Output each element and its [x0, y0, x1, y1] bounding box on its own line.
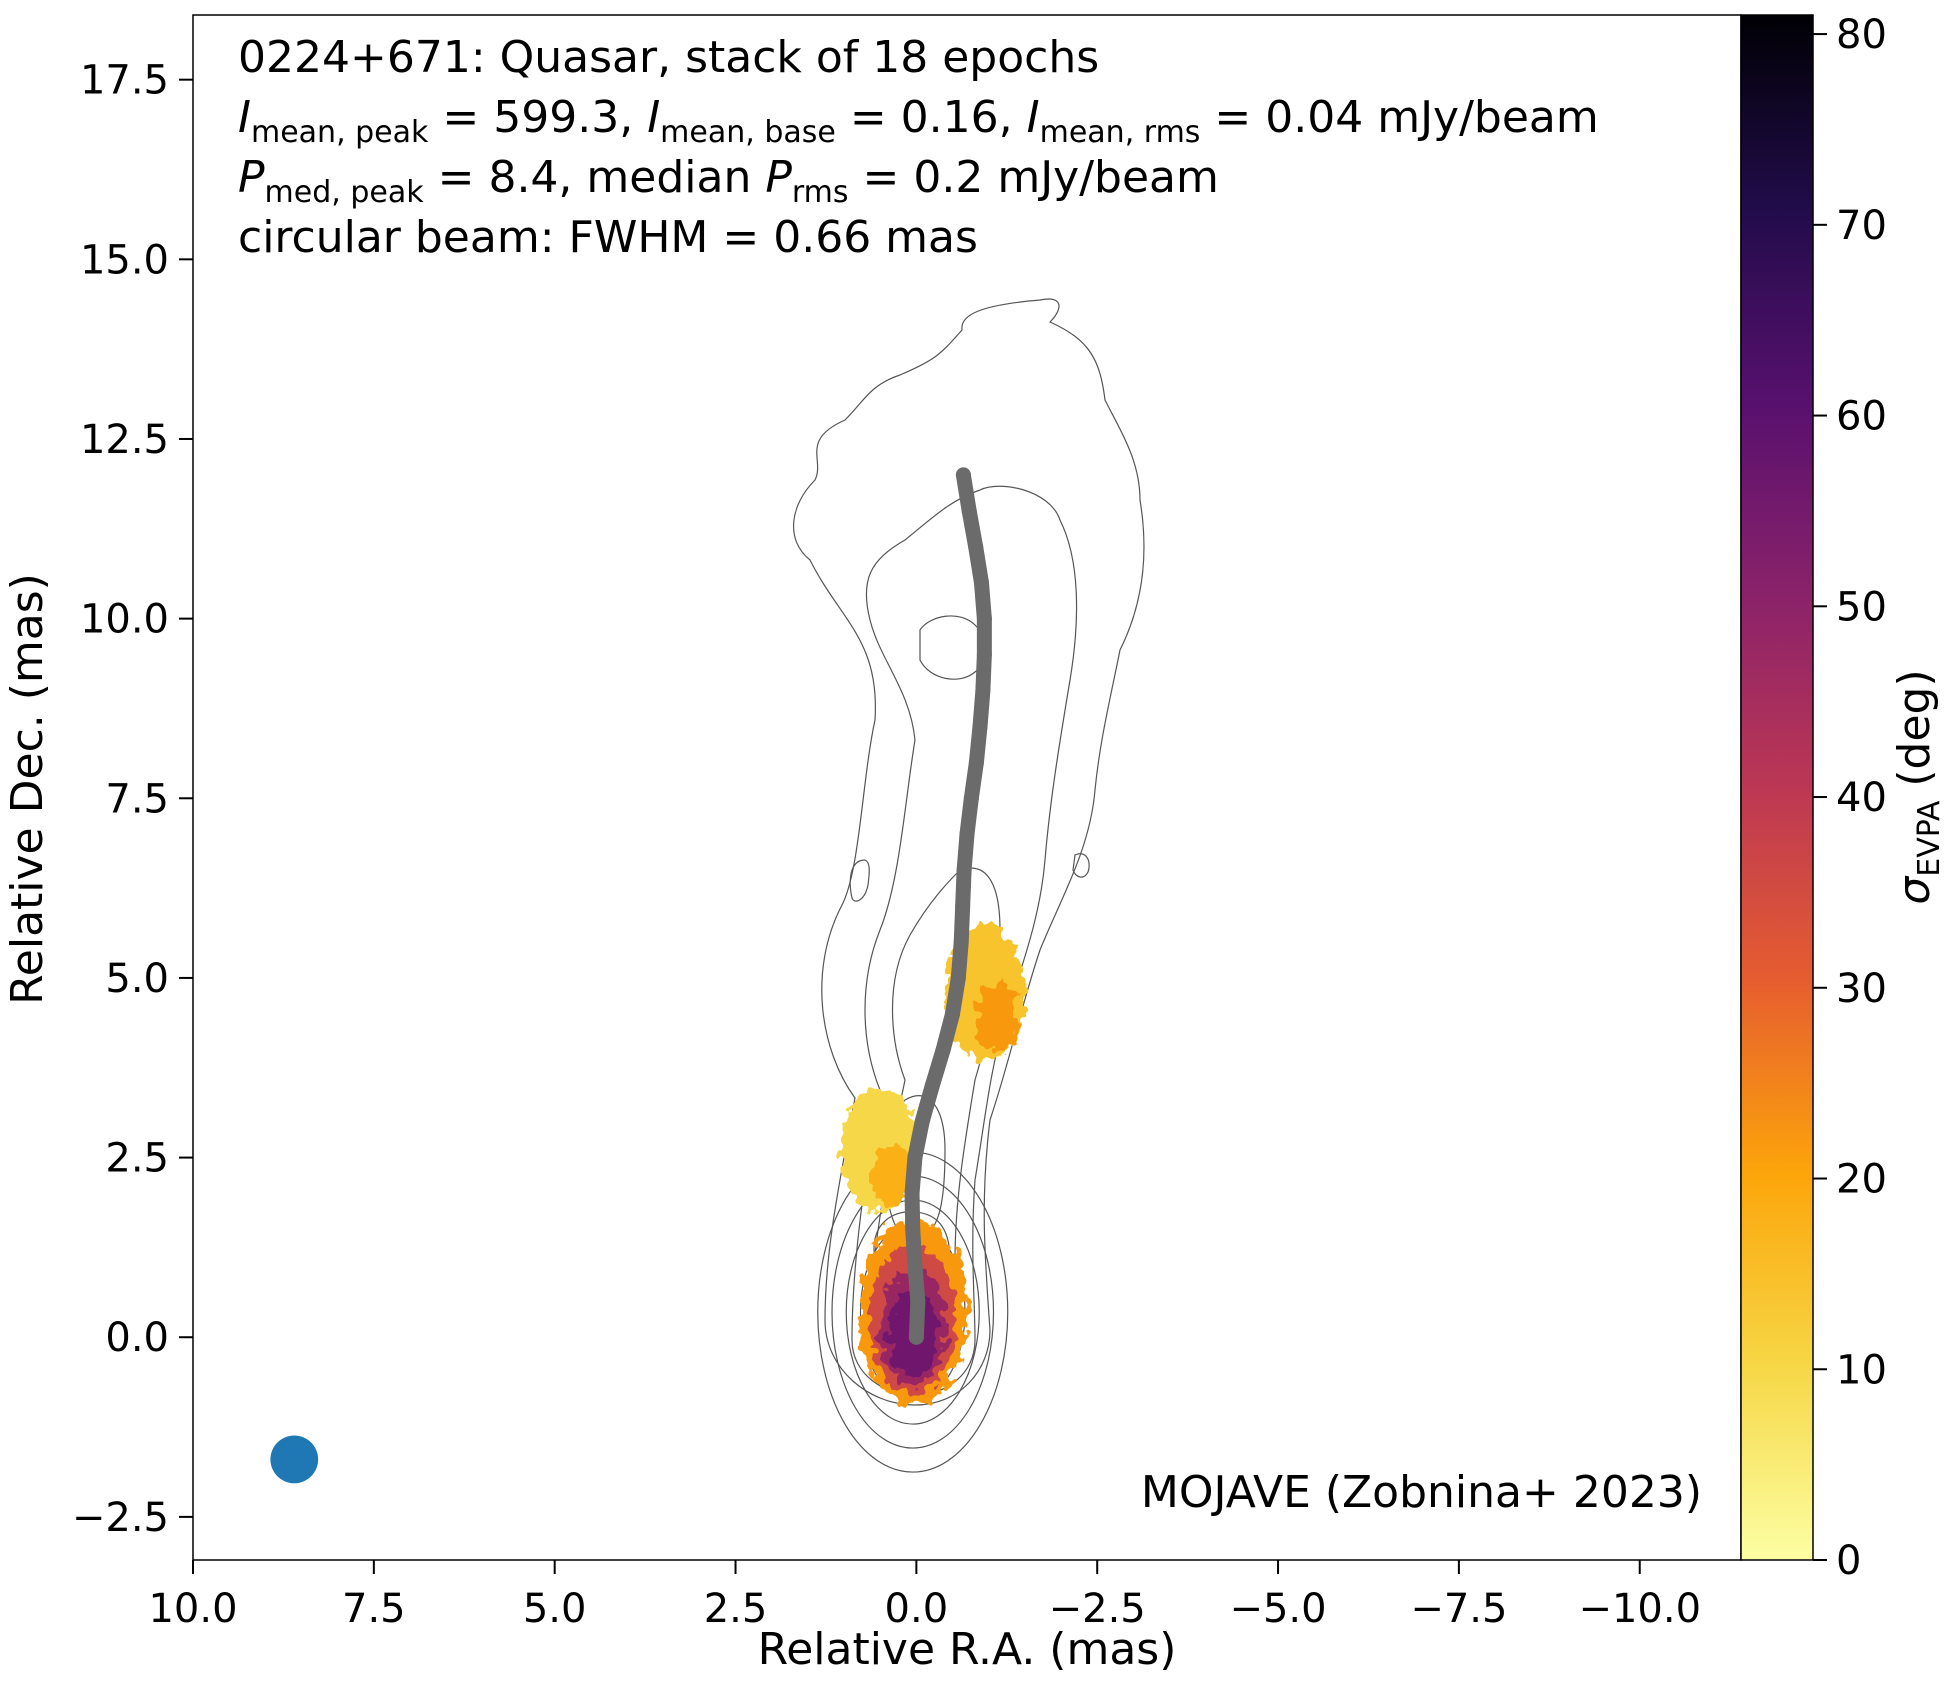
- plot-area: [192, 14, 1742, 1561]
- annotation-line: Pmed, peak = 8.4, median Prms = 0.2 mJy/…: [238, 152, 1219, 210]
- annotation-part: P: [238, 152, 265, 203]
- annotation-part: mean, peak: [251, 115, 429, 150]
- ridgeline-point: [968, 754, 984, 770]
- colorbar-tick-label: 0: [1836, 1538, 1861, 1584]
- ridgeline-point: [905, 1221, 921, 1237]
- x-tick-label: 2.5: [704, 1586, 768, 1632]
- ridgeline-point: [950, 970, 966, 986]
- ridgeline-point: [955, 467, 971, 483]
- ridgeline-point: [976, 611, 992, 627]
- y-tick-label: 10.0: [80, 597, 169, 643]
- colorbar-tick-label: 30: [1836, 966, 1887, 1012]
- y-tick-label: 0.0: [105, 1315, 169, 1361]
- y-tick-label: 12.5: [80, 417, 169, 463]
- colorbar: 0 10 20 30 40 50 60 70 80 σEVPA (deg): [1740, 12, 1947, 1584]
- x-tick-label: −7.5: [1410, 1586, 1507, 1632]
- annotation-part: I: [1027, 92, 1040, 143]
- ridgeline-point: [904, 1186, 920, 1202]
- ridgeline-point: [907, 1150, 923, 1166]
- colorbar-ticks: 0 10 20 30 40 50 60 70 80: [1813, 12, 1887, 1584]
- y-tick-label: 17.5: [80, 58, 169, 104]
- y-axis-label: Relative Dec. (mas): [2, 573, 53, 1005]
- colorbar-label-subscript: EVPA: [1912, 800, 1947, 877]
- contour-line: [1072, 853, 1090, 878]
- credit-text: MOJAVE (Zobnina+ 2023): [1141, 1467, 1702, 1518]
- colorbar-tick-label: 40: [1836, 775, 1887, 821]
- evpa-patch: [975, 983, 1019, 1052]
- evpa-patch: [870, 1144, 915, 1206]
- ridgeline-point: [914, 1114, 930, 1130]
- y-tick-label: 5.0: [105, 956, 169, 1002]
- ridgeline-point: [908, 1329, 924, 1345]
- ridgeline-point: [961, 503, 977, 519]
- ridgeline-point: [907, 1257, 923, 1273]
- y-tick-label: 15.0: [80, 237, 169, 283]
- ridgeline-point: [935, 1042, 951, 1058]
- chart-annotation: 0224+671: Quasar, stack of 18 epochs Imea…: [238, 32, 1599, 263]
- colorbar-tick-label: 80: [1836, 12, 1887, 58]
- annotation-line: 0224+671: Quasar, stack of 18 epochs: [238, 32, 1099, 83]
- colorbar-label-symbol: σ: [1889, 876, 1940, 905]
- annotation-part: circular beam: FWHM = 0.66 mas: [238, 212, 978, 263]
- annotation-line: circular beam: FWHM = 0.66 mas: [238, 212, 978, 263]
- ridgeline-point: [924, 1078, 940, 1094]
- annotation-part: med, peak: [265, 175, 425, 210]
- x-axis-label: Relative R.A. (mas): [758, 1624, 1177, 1675]
- ridgeline-point: [968, 539, 984, 555]
- annotation-part: = 599.3,: [428, 92, 647, 143]
- contour-line: [792, 298, 1145, 1406]
- annotation-part: rms: [792, 175, 849, 210]
- ridgeline-point: [956, 862, 972, 878]
- annotation-part: mean, rms: [1040, 115, 1201, 150]
- ridgeline-point: [976, 647, 992, 663]
- x-tick-label: 10.0: [148, 1586, 237, 1632]
- annotation-part: I: [238, 92, 251, 143]
- colorbar-label: σEVPA (deg): [1889, 669, 1947, 904]
- y-tick-label: 2.5: [105, 1136, 169, 1182]
- ridgeline-point: [972, 718, 988, 734]
- annotation-part: = 0.2 mJy/beam: [849, 152, 1219, 203]
- colorbar-tick-label: 70: [1836, 203, 1887, 249]
- evpa-region-inner-jet: [840, 1089, 920, 1212]
- annotation-part: = 8.4, median: [424, 152, 766, 203]
- ridgeline-point: [973, 575, 989, 591]
- x-tick-label: −2.5: [1049, 1586, 1146, 1632]
- y-tick-label: −2.5: [72, 1495, 169, 1541]
- colorbar-tick-label: 50: [1836, 584, 1887, 630]
- x-tick-label: 0.0: [885, 1586, 949, 1632]
- ridgeline-point: [963, 790, 979, 806]
- x-tick-label: 5.0: [523, 1586, 587, 1632]
- annotation-part: P: [765, 152, 792, 203]
- annotation-part: = 0.16,: [836, 92, 1027, 143]
- annotation-part: 0224+671: Quasar, stack of 18 epochs: [238, 32, 1099, 83]
- annotation-part: = 0.04 mJy/beam: [1200, 92, 1598, 143]
- colorbar-gradient: [1740, 14, 1814, 1561]
- x-tick-label: −10.0: [1578, 1586, 1701, 1632]
- ridgeline-point: [955, 898, 971, 914]
- contour-line: [849, 859, 870, 902]
- colorbar-tick-label: 20: [1836, 1157, 1887, 1203]
- x-tick-label: 7.5: [342, 1586, 406, 1632]
- ridgeline-point: [953, 934, 969, 950]
- ridgeline-point: [959, 826, 975, 842]
- y-tick-label: 7.5: [105, 776, 169, 822]
- x-tick-label: −5.0: [1229, 1586, 1326, 1632]
- ridgeline-point: [945, 1006, 961, 1022]
- ridgeline-point: [975, 682, 991, 698]
- annotation-line: Imean, peak = 599.3, Imean, base = 0.16,…: [238, 92, 1599, 150]
- colorbar-tick-label: 10: [1836, 1347, 1887, 1393]
- colorbar-tick-label: 60: [1836, 394, 1887, 440]
- evpa-dispersion-map: [840, 924, 1025, 1406]
- beam-marker: [270, 1435, 319, 1484]
- ridgeline-point: [910, 1293, 926, 1309]
- x-axis: 10.0 7.5 5.0 2.5 0.0 −2.5 −5.0 −7.5 −10.0: [148, 1560, 1701, 1632]
- annotation-part: I: [647, 92, 660, 143]
- y-axis: −2.5 0.0 2.5 5.0 7.5 10.0 12.5 15.0 17.5: [72, 58, 193, 1541]
- annotation-part: mean, base: [660, 115, 836, 150]
- colorbar-label-unit: (deg): [1889, 669, 1940, 800]
- jet-ridgeline: [904, 467, 992, 1345]
